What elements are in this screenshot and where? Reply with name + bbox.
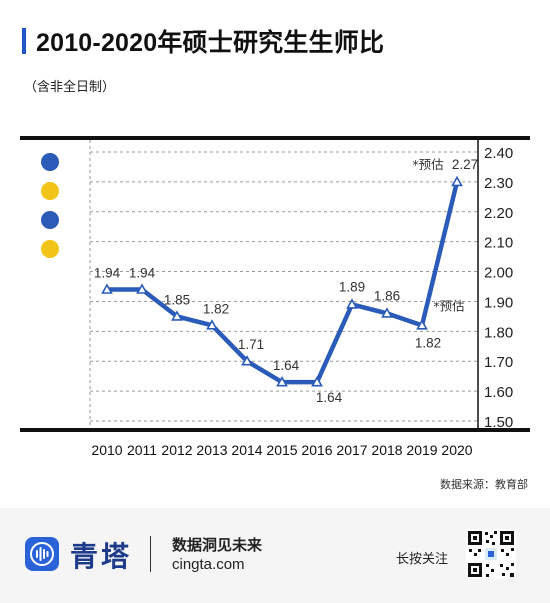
brand-slogan: 数据洞见未来	[172, 537, 263, 554]
y-tick-label: 2.20	[484, 205, 513, 222]
footer-divider	[150, 536, 151, 572]
data-label: 1.89	[339, 279, 365, 294]
y-tick-label: 2.40	[484, 145, 513, 162]
x-tick-label: 2019	[406, 442, 437, 458]
x-tick-label: 2012	[161, 442, 192, 458]
legend-dot	[41, 240, 59, 258]
x-tick-label: 2015	[266, 442, 297, 458]
y-tick-label: 2.00	[484, 265, 513, 282]
data-point-marker	[416, 319, 428, 330]
title-accent-bar	[22, 28, 26, 54]
page-title: 2010-2020年硕士研究生生师比	[36, 29, 385, 57]
x-tick-label: 2017	[336, 442, 367, 458]
data-label: 1.71	[238, 337, 264, 352]
data-label: 2.27	[452, 157, 478, 172]
data-point-marker	[241, 355, 253, 366]
data-label: 1.82	[415, 335, 441, 350]
data-source: 数据来源：教育部	[440, 479, 528, 491]
y-tick-label: 2.10	[484, 235, 513, 252]
line-chart: 1.50 1.60 1.70 1.80 1.90 2.00 2.10 2.20 2.30 2.40…	[20, 136, 530, 458]
x-tick-label: 2018	[371, 442, 402, 458]
y-tick-label: 1.80	[484, 324, 513, 341]
qr-code-icon[interactable]	[466, 529, 516, 579]
legend-dot	[41, 211, 59, 229]
data-point-marker	[206, 319, 218, 330]
x-tick-label: 2016	[301, 442, 332, 458]
data-label: 1.94	[129, 265, 156, 280]
legend-dot	[41, 153, 59, 171]
legend-dot	[41, 182, 59, 200]
x-tick-label: 2020	[441, 442, 472, 458]
data-label: 1.86	[374, 288, 400, 303]
x-tick-label: 2014	[231, 442, 262, 458]
y-tick-label: 1.50	[484, 414, 513, 431]
data-point-marker	[451, 175, 463, 187]
data-point-marker	[101, 283, 113, 294]
follow-prompt: 长按关注	[396, 551, 449, 566]
page-subtitle: （含非全日制）	[24, 79, 116, 94]
y-tick-label: 1.60	[484, 384, 513, 401]
data-point-marker	[276, 376, 288, 387]
data-label: 1.64	[273, 358, 300, 373]
y-tick-label: 2.30	[484, 175, 513, 192]
brand-website[interactable]: cingta.com	[172, 556, 245, 573]
data-point-marker	[381, 307, 393, 318]
sound-wave-icon	[25, 537, 59, 571]
data-point-marker	[136, 283, 148, 294]
y-tick-label: 1.90	[484, 294, 513, 311]
data-label: 1.64	[316, 390, 343, 405]
data-label: 1.85	[164, 292, 190, 307]
x-tick-label: 2010	[91, 442, 122, 458]
x-tick-label: 2013	[196, 442, 227, 458]
x-tick-label: 2011	[127, 442, 157, 458]
title-block: 2010-2020年硕士研究生生师比	[22, 26, 385, 57]
data-label: 1.82	[203, 301, 229, 316]
data-point-marker	[346, 298, 358, 309]
data-point-marker	[171, 310, 183, 321]
data-point-marker	[311, 376, 323, 387]
footer: 青塔 数据洞见未来 cingta.com 长按关注	[0, 508, 550, 603]
estimate-annotation: *预估	[433, 298, 464, 313]
estimate-annotation: *预估	[412, 157, 443, 172]
data-label: 1.94	[94, 265, 121, 280]
brand-name: 青塔	[70, 542, 133, 573]
y-tick-label: 1.70	[484, 354, 513, 371]
